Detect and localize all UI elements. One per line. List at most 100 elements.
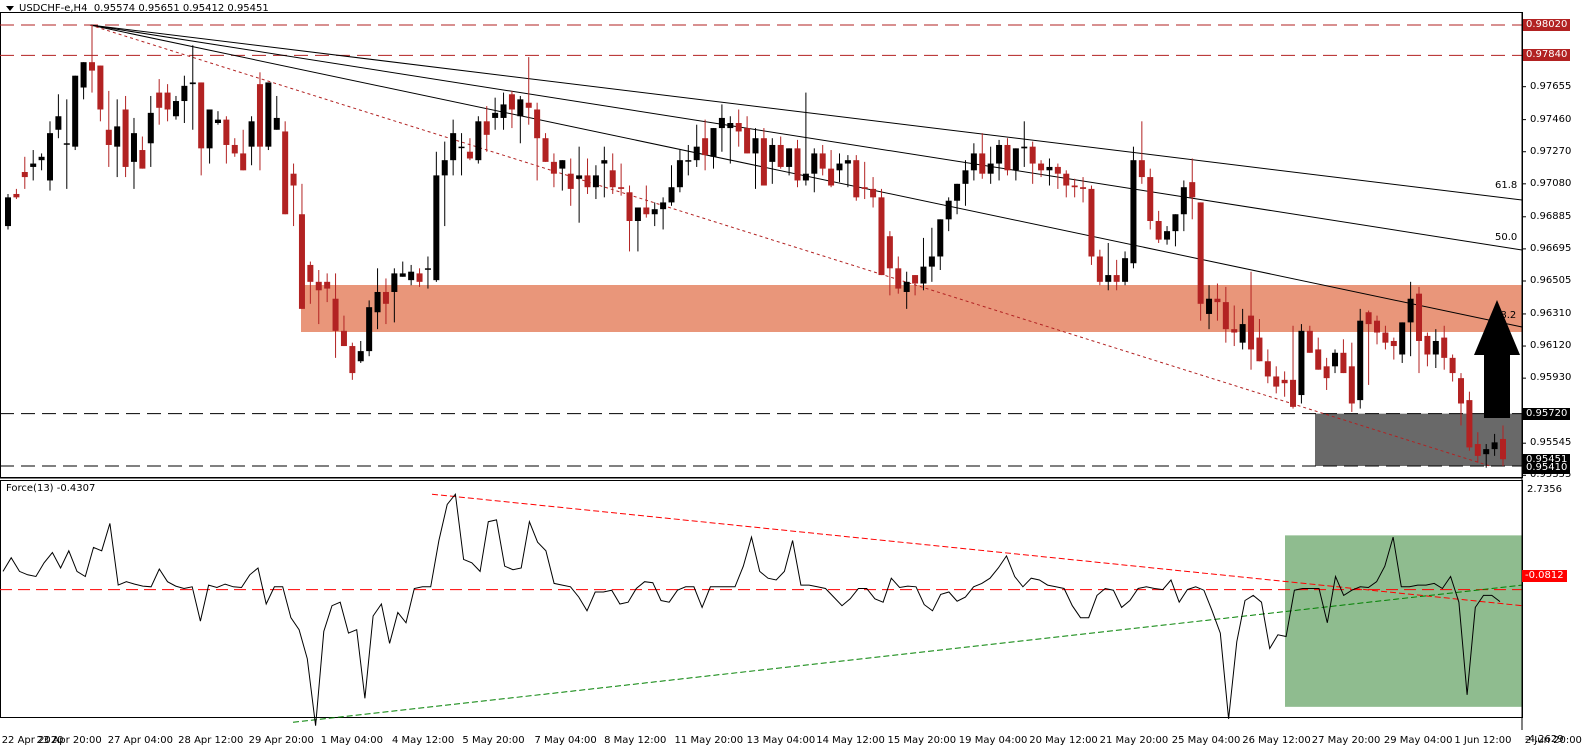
bear-candle: [139, 150, 146, 169]
bull-candle: [30, 163, 37, 167]
time-label: 23 Apr 20:00: [36, 735, 102, 746]
bear-candle: [1189, 182, 1196, 198]
bear-candle: [382, 291, 389, 304]
time-label: 7 May 04:00: [534, 735, 597, 746]
bull-candle: [786, 148, 793, 167]
bull-candle: [433, 175, 440, 281]
bull-candle: [987, 163, 994, 174]
bull-candle: [5, 197, 11, 227]
bear-candle: [105, 129, 112, 145]
bull-candle: [1105, 275, 1112, 282]
bull-candle: [114, 126, 121, 147]
bull-candle: [903, 281, 910, 292]
bear-candle: [97, 65, 104, 110]
time-label: 8 May 12:00: [604, 735, 667, 746]
fib-level-label: 38.2: [1494, 310, 1517, 321]
bear-candle: [21, 172, 28, 178]
bull-candle: [1122, 258, 1129, 282]
time-label: 14 May 12:00: [816, 735, 885, 746]
bear-candle: [298, 214, 305, 309]
bull-candle: [1164, 231, 1171, 240]
bear-candle: [231, 144, 238, 154]
price-label: 0.95545: [1530, 437, 1572, 449]
bear-candle: [626, 192, 633, 222]
bull-candle: [63, 143, 70, 145]
bear-candle: [912, 275, 919, 284]
bear-candle: [1441, 337, 1448, 358]
bear-candle: [1054, 166, 1061, 174]
bull-candle: [651, 209, 658, 215]
time-label: 2 Jun 20:00: [1524, 735, 1582, 746]
ohlc-values: 0.95574 0.95651 0.95412 0.95451: [93, 3, 269, 14]
bull-candle: [147, 112, 154, 144]
dropdown-triangle-icon[interactable]: [6, 5, 14, 11]
price-label: 0.96695: [1530, 242, 1572, 254]
price-label: 0.97655: [1530, 80, 1572, 92]
bear-candle: [198, 82, 205, 149]
force-scale-top: 2.7356: [1527, 484, 1562, 495]
symbol-timeframe: USDCHF-e,H4: [19, 3, 88, 14]
bear-candle: [332, 298, 339, 331]
bull-candle: [970, 153, 977, 171]
bear-candle: [290, 173, 297, 186]
bear-candle: [1155, 221, 1162, 240]
time-label: 4 May 12:00: [392, 735, 455, 746]
bull-candle: [189, 82, 196, 85]
bear-candle: [282, 131, 289, 215]
bear-candle: [340, 330, 347, 347]
bull-candle: [920, 266, 927, 284]
bull-candle: [265, 82, 272, 147]
price-tag: 0.98020: [1523, 19, 1571, 31]
bear-candle: [828, 168, 835, 186]
bull-candle: [399, 273, 406, 277]
price-tag: 0.95410: [1523, 462, 1571, 474]
bear-candle: [819, 153, 826, 169]
bull-candle: [458, 146, 465, 149]
bear-candle: [1281, 379, 1288, 384]
bear-candle: [307, 264, 314, 282]
force-support-line: [292, 584, 1523, 723]
time-label: 26 May 12:00: [1242, 735, 1311, 746]
price-tag: 0.97840: [1523, 49, 1571, 62]
bear-candle: [1290, 379, 1297, 407]
bull-candle: [685, 160, 692, 162]
bear-candle: [1340, 352, 1347, 374]
bull-candle: [172, 101, 179, 117]
bear-candle: [1365, 312, 1372, 325]
bull-candle: [1180, 187, 1187, 215]
bear-candle: [1264, 361, 1271, 377]
bear-candle: [1147, 177, 1154, 222]
time-label: 19 May 04:00: [958, 735, 1028, 746]
bear-candle: [508, 94, 515, 110]
bear-candle: [895, 268, 902, 289]
bull-candle: [802, 173, 809, 181]
bull-candle: [1130, 160, 1137, 264]
bull-candle: [181, 85, 188, 102]
price-label: 0.96505: [1530, 274, 1572, 286]
bear-candle: [156, 92, 163, 108]
bear-candle: [1466, 400, 1473, 448]
bear-candle: [1416, 293, 1423, 341]
resistance-zone: [301, 285, 1522, 332]
bear-candle: [643, 207, 650, 215]
time-label: 15 May 20:00: [887, 735, 957, 746]
bull-candle: [1021, 146, 1028, 149]
time-label: 27 May 20:00: [1311, 735, 1381, 746]
bear-candle: [1248, 315, 1255, 350]
bull-candle: [1206, 298, 1213, 314]
bull-candle: [214, 119, 221, 124]
bull-candle: [366, 307, 373, 352]
bear-candle: [886, 236, 893, 269]
bear-candle: [122, 109, 129, 167]
bear-candle: [1071, 185, 1078, 188]
force-level-tag: -0.0812: [1522, 570, 1567, 582]
fib-level-label: 61.8: [1495, 180, 1518, 191]
bear-candle: [349, 346, 356, 374]
bear-candle: [979, 153, 986, 174]
bull-candle: [441, 160, 448, 176]
price-label: 0.97080: [1530, 177, 1572, 189]
bull-candle: [576, 175, 583, 179]
chart-title: USDCHF-e,H4 0.95574 0.95651 0.95412 0.95…: [6, 3, 269, 14]
